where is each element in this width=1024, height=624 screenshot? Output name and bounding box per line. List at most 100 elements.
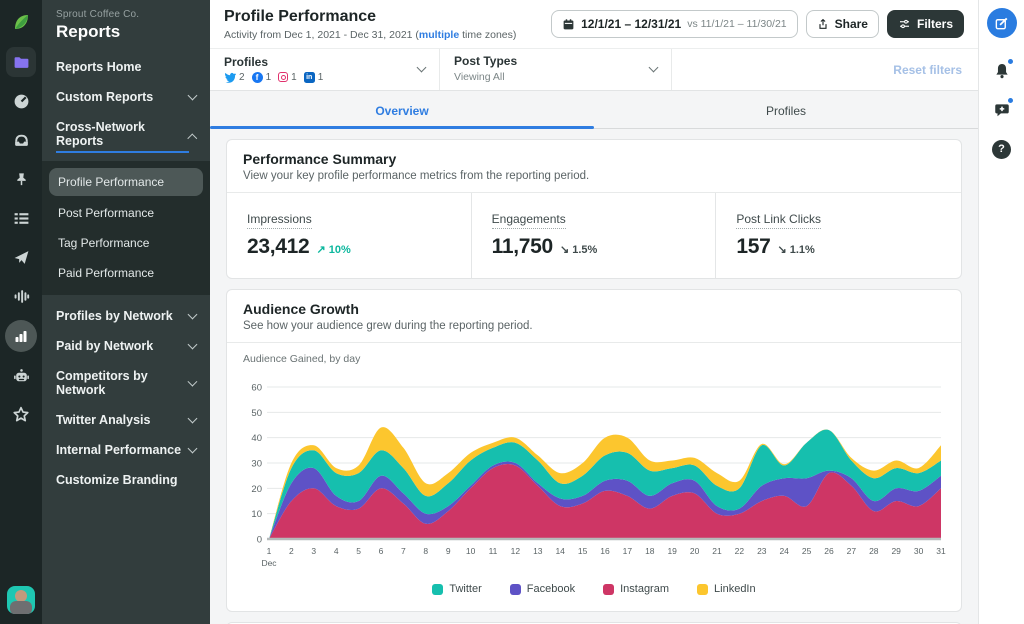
svg-text:3: 3	[311, 546, 316, 556]
svg-text:40: 40	[251, 433, 262, 444]
twitter-swatch	[432, 583, 444, 595]
svg-text:1: 1	[267, 546, 272, 556]
sidebar-item-post-performance[interactable]: Post Performance	[58, 206, 155, 220]
metric-impressions: Impressions 23,412 ↗ 10%	[227, 193, 472, 278]
sprout-logo-icon[interactable]	[6, 8, 36, 38]
pin-icon[interactable]	[6, 164, 36, 194]
reports-bar-chart-icon[interactable]	[5, 320, 37, 352]
date-range-button[interactable]: 12/1/21 – 12/31/21 vs 11/1/21 – 11/30/21	[551, 10, 798, 38]
queue-list-icon[interactable]	[6, 203, 36, 233]
sidebar-item-cross-network-reports[interactable]: Cross-Network Reports	[42, 112, 210, 161]
notification-dot	[1006, 97, 1014, 104]
metric-delta: ↗ 10%	[316, 244, 351, 256]
twitter-icon	[225, 72, 236, 83]
report-tabs: Overview Profiles	[210, 95, 978, 129]
dashboard-gauge-icon[interactable]	[6, 86, 36, 116]
sidebar-item-profiles-by-network[interactable]: Profiles by Network	[42, 301, 210, 331]
notification-dot	[1006, 58, 1014, 65]
share-button[interactable]: Share	[805, 10, 879, 38]
tab-profiles[interactable]: Profiles	[765, 104, 806, 118]
notifications-bell-icon[interactable]	[991, 58, 1014, 82]
sidebar-item-reports-home[interactable]: Reports Home	[56, 60, 142, 74]
sidebar-item-tag-performance[interactable]: Tag Performance	[58, 236, 150, 250]
svg-text:28: 28	[869, 546, 879, 556]
metric-delta: ↘ 1.1%	[777, 244, 815, 256]
svg-text:16: 16	[600, 546, 610, 556]
reports-folder-icon[interactable]	[6, 47, 36, 77]
bot-automation-icon[interactable]	[6, 361, 36, 391]
svg-text:26: 26	[824, 546, 834, 556]
svg-text:20: 20	[690, 546, 700, 556]
svg-text:12: 12	[511, 546, 521, 556]
chevron-down-icon	[187, 413, 198, 424]
post-types-filter[interactable]: Post Types Viewing All	[440, 49, 672, 90]
svg-text:30: 30	[251, 459, 262, 470]
svg-text:0: 0	[257, 535, 262, 546]
svg-text:5: 5	[356, 546, 361, 556]
publish-send-icon[interactable]	[6, 242, 36, 272]
svg-text:8: 8	[423, 546, 428, 556]
inbox-icon[interactable]	[6, 125, 36, 155]
sidebar-item-customize-branding[interactable]: Customize Branding	[56, 473, 178, 487]
sidebar-item-competitors-by-network[interactable]: Competitors by Network	[42, 361, 210, 405]
linkedin-swatch	[697, 583, 709, 595]
multiple-timezones-link[interactable]: multiple	[418, 29, 460, 41]
svg-text:29: 29	[891, 546, 901, 556]
compose-button[interactable]	[986, 8, 1017, 38]
utility-rail: ?	[978, 0, 1024, 624]
feedback-chat-icon[interactable]	[991, 97, 1014, 121]
sidebar-item-custom-reports[interactable]: Custom Reports	[42, 82, 210, 112]
page-subtitle: Activity from Dec 1, 2021 - Dec 31, 2021…	[224, 29, 517, 41]
sliders-icon	[899, 19, 909, 29]
advocacy-star-icon[interactable]	[6, 400, 36, 430]
chevron-down-icon	[187, 309, 198, 320]
svg-text:23: 23	[757, 546, 767, 556]
legend-facebook[interactable]: Facebook	[509, 583, 575, 595]
facebook-swatch	[509, 583, 521, 595]
share-icon	[819, 18, 827, 29]
svg-text:4: 4	[334, 546, 339, 556]
cross-network-submenu: Profile Performance Post Performance Tag…	[42, 161, 210, 295]
linkedin-icon: in	[303, 71, 315, 83]
legend-instagram[interactable]: Instagram	[603, 583, 669, 595]
chevron-down-icon	[187, 339, 198, 350]
help-question-icon[interactable]: ?	[991, 138, 1013, 160]
svg-text:60: 60	[251, 383, 262, 394]
sidebar-item-twitter-analysis[interactable]: Twitter Analysis	[42, 405, 210, 435]
svg-text:11: 11	[489, 546, 498, 556]
legend-twitter[interactable]: Twitter	[432, 583, 482, 595]
svg-text:15: 15	[578, 546, 588, 556]
user-avatar[interactable]	[7, 586, 35, 614]
legend-linkedin[interactable]: LinkedIn	[697, 583, 756, 595]
audience-growth-title: Audience Growth	[243, 301, 359, 317]
sidebar-item-paid-by-network[interactable]: Paid by Network	[42, 331, 210, 361]
calendar-icon	[563, 18, 574, 29]
sidebar-item-internal-performance[interactable]: Internal Performance	[42, 435, 210, 465]
svg-text:7: 7	[401, 546, 406, 556]
svg-text:21: 21	[712, 546, 722, 556]
sidebar-item-paid-performance[interactable]: Paid Performance	[58, 266, 155, 280]
svg-text:2: 2	[289, 546, 294, 556]
filters-button[interactable]: Filters	[886, 10, 964, 38]
main-content: Profile Performance Activity from Dec 1,…	[210, 0, 978, 624]
instagram-icon	[278, 72, 289, 82]
instagram-swatch	[603, 583, 615, 595]
chevron-down-icon	[187, 90, 198, 101]
chevron-down-icon	[416, 62, 427, 72]
tab-overview[interactable]: Overview	[210, 95, 594, 129]
metric-delta: ↘ 1.5%	[559, 244, 598, 256]
svg-text:31: 31	[936, 546, 946, 556]
listening-waveform-icon[interactable]	[6, 281, 36, 311]
chevron-down-icon	[648, 62, 659, 72]
svg-text:14: 14	[555, 546, 565, 556]
svg-text:30: 30	[914, 546, 924, 556]
sidebar-item-profile-performance[interactable]: Profile Performance	[49, 168, 203, 196]
account-name: Sprout Coffee Co.	[56, 9, 140, 20]
reset-filters-link[interactable]: Reset filters	[893, 62, 962, 77]
svg-text:10: 10	[466, 546, 476, 556]
svg-text:6: 6	[379, 546, 384, 556]
